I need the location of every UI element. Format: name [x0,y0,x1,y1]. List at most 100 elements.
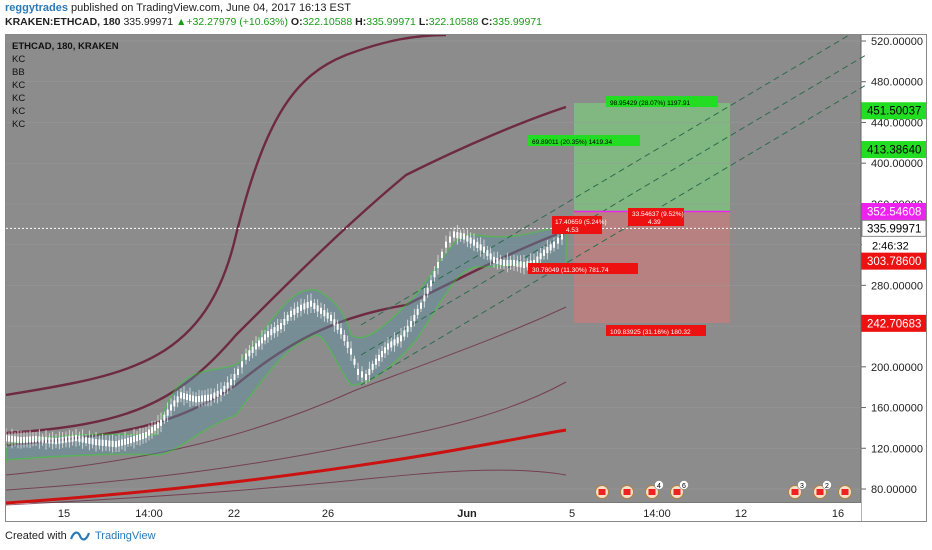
legend-indicator[interactable]: BB [12,67,25,78]
entry-right-sublabel: 4.39 [648,219,661,226]
candle-body [180,392,182,399]
long-moving-average-line [5,428,567,505]
candle-body [88,437,91,444]
low-value: 322.10588 [428,16,479,28]
author-link[interactable]: reggytrades [5,2,68,14]
candle-body [154,424,156,431]
candle-body [371,363,374,370]
candle-body [393,339,396,346]
candle-body [453,231,455,238]
candle-body [378,354,380,361]
calendar-event-icon[interactable]: 3 [788,480,807,499]
candle-body [536,256,539,263]
target-top-label-box[interactable] [606,96,718,107]
tradingview-brand-link[interactable]: TradingView [95,530,156,542]
keltner-band-line [5,33,447,397]
high-value: 335.99971 [366,16,416,28]
stop-bottom-label-box[interactable] [606,325,706,336]
candle-body [441,251,443,258]
price-tick-label: 80.00000 [871,484,917,496]
chart-area[interactable]: 520.00000480.00000440.00000400.00000360.… [5,24,927,522]
candle-body [509,259,512,267]
price-badge-label: 352.54608 [867,206,921,218]
calendar-event-icon[interactable]: 6 [670,480,689,499]
time-tick-label: 16 [832,508,844,520]
close-label: C: [481,16,493,28]
target-mid-label: 69.89011 (20.35%) 1419.34 [532,139,612,146]
candle-body [32,436,34,443]
trend-channel[interactable] [360,24,867,386]
candle-body [111,440,114,447]
chart-legend: ETHCAD, 180, KRAKEN KC BB KC KC KC KC [12,40,119,131]
legend-indicator[interactable]: KC [12,54,26,65]
candle-body [261,337,263,344]
calendar-event-icon[interactable]: 4 [645,480,664,499]
candle-body [336,323,339,330]
candle-body [340,328,342,335]
candle-body [303,303,306,310]
legend-indicator[interactable]: KC [12,119,26,130]
candle-body [61,437,64,444]
candle-body [157,422,159,429]
candle-body [91,438,94,445]
candle-body [176,396,179,403]
footer: Created with TradingView [0,524,932,550]
time-scale-background[interactable] [6,503,861,521]
calendar-event-icon[interactable] [838,485,852,499]
candle-body [163,414,166,421]
candle-body [201,395,203,402]
candle-body [506,259,509,267]
trend-channel-line[interactable] [360,54,867,356]
candle-body [420,302,422,309]
candle-body [293,308,296,315]
bollinger-band [5,224,567,461]
entry-left-label-box[interactable] [552,216,602,234]
candle-body [273,327,276,334]
candle-body [513,259,515,267]
candle-body [423,295,426,302]
candle-body [519,261,522,268]
price-badge-label: 242.70683 [867,318,921,330]
legend-indicator[interactable]: KC [12,93,26,104]
candle-body [237,368,239,375]
candle-body [71,435,74,442]
candle-body [248,350,251,357]
candle-body [479,244,482,251]
candle-body [426,287,429,294]
target-mid-label-box[interactable] [528,135,640,146]
price-badge-label: 413.38640 [867,145,921,157]
entry-right-label: 33.54637 (9.52%) [632,211,684,218]
candle-body [264,334,266,341]
chart-canvas[interactable]: 520.00000480.00000440.00000400.00000360.… [5,24,927,521]
entry-left-label: 17.40659 (5.24%) [555,219,607,226]
trend-channel-line[interactable] [360,84,867,386]
price-tick-label: 440.00000 [871,117,923,129]
candle-body [14,436,16,443]
event-count-label: 4 [657,483,661,490]
keltner-band-line [5,381,567,491]
low-label: L: [418,16,429,28]
legend-indicator[interactable]: KC [12,80,26,91]
candle-body [280,323,282,330]
calendar-event-icon[interactable] [620,485,634,499]
candle-body [437,261,439,269]
legend-indicator[interactable]: KC [12,106,26,117]
candle-body [499,258,502,265]
event-icons[interactable]: 4 6 3 2 [595,480,852,499]
keltner-band-line [5,105,567,435]
candle-body [245,353,247,360]
stop-bottom-label: 109.83925 (31.16%) 180.32 [610,329,691,336]
candle-body [55,438,57,445]
candle-body [493,256,495,263]
long-target-zone[interactable] [574,103,730,211]
keltner-band-line [5,469,567,506]
tradingview-logo-icon[interactable] [70,529,90,543]
calendar-event-icon[interactable] [595,485,609,499]
calendar-event-icon[interactable]: 2 [813,480,832,499]
trend-channel-line[interactable] [360,24,867,326]
candle-body [41,436,44,443]
entry-right-label-box[interactable] [628,208,684,226]
stop-mid-label-box[interactable] [528,263,638,274]
candle-body [310,300,312,307]
candle-body [35,436,37,443]
